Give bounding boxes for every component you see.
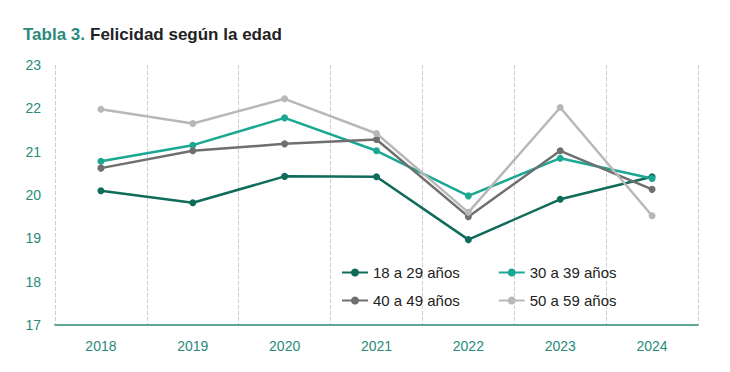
svg-text:2023: 2023: [545, 338, 576, 354]
svg-text:18: 18: [25, 274, 41, 290]
svg-text:Felicidad según la edad: Felicidad según la edad: [90, 25, 282, 44]
svg-text:22: 22: [25, 100, 41, 116]
svg-text:2020: 2020: [269, 338, 300, 354]
svg-text:17: 17: [25, 317, 41, 333]
svg-text:2022: 2022: [453, 338, 484, 354]
svg-text:40 a 49 años: 40 a 49 años: [373, 292, 460, 309]
svg-text:30 a 39 años: 30 a 39 años: [530, 264, 617, 281]
svg-text:20: 20: [25, 187, 41, 203]
svg-text:2024: 2024: [636, 338, 667, 354]
svg-text:18 a 29 años: 18 a 29 años: [373, 264, 460, 281]
svg-text:2021: 2021: [361, 338, 392, 354]
svg-text:2018: 2018: [85, 338, 116, 354]
svg-text:2019: 2019: [177, 338, 208, 354]
svg-text:19: 19: [25, 230, 41, 246]
svg-text:23: 23: [25, 57, 41, 73]
svg-text:50 a 59 años: 50 a 59 años: [530, 292, 617, 309]
svg-text:21: 21: [25, 144, 41, 160]
svg-text:Tabla 3.: Tabla 3.: [23, 25, 85, 44]
